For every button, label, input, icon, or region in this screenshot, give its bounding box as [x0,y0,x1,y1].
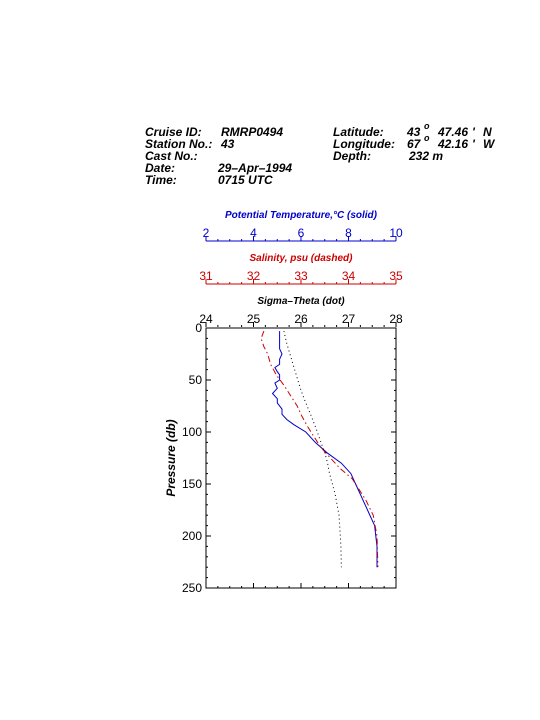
y-tick-label: 250 [182,581,202,595]
temperature-tick-label: 6 [298,226,305,240]
longitude-hemisphere: W [483,137,495,151]
series-layer [260,330,379,568]
y-tick-label: 100 [182,425,202,439]
latitude-degree-symbol: o [424,121,430,131]
longitude-degree-symbol: o [424,133,430,143]
salinity-tick-label: 32 [247,269,261,283]
sigma-tick-label: 25 [247,312,261,326]
sigma-tick-label: 27 [342,312,356,326]
temperature-profile-line [271,331,378,568]
latitude-minute-symbol: ' [472,125,475,139]
sigma-tick-label: 26 [294,312,308,326]
salinity-tick-label: 34 [342,269,356,283]
sigma-tick-label: 28 [389,312,403,326]
depth-value: 232 m [409,149,444,163]
salinity-profile-line [260,330,379,568]
date-label: Date: [145,161,176,175]
y-tick-label: 200 [182,529,202,543]
salinity-tick-label: 31 [199,269,213,283]
sigma-tick-label: 24 [199,312,213,326]
y-tick-label: 150 [182,477,202,491]
y-tick-label: 0 [195,321,202,335]
latitude-degrees: 43 [407,125,421,139]
latitude-hemisphere: N [483,125,492,139]
cruise-id-value: RMRP0494 [221,125,284,139]
salinity-tick-label: 33 [294,269,308,283]
longitude-label: Longitude: [333,137,395,151]
time-label: Time: [145,173,177,187]
cruise-id-label: Cruise ID: [145,125,202,139]
temperature-tick-label: 4 [250,226,257,240]
cast-no-label: Cast No.: [145,149,198,163]
time-value: 0715 UTC [218,173,273,187]
y-tick-label: 50 [189,373,203,387]
latitude-minutes: 47.46 [438,125,469,139]
temperature-tick-label: 2 [203,226,210,240]
temperature-axis-title: Potential Temperature,°C (solid) [225,210,378,221]
temperature-tick-label: 8 [345,226,352,240]
station-no-label: Station No.: [145,137,213,151]
station-no-value: 43 [221,137,235,151]
longitude-degrees: 67 [407,137,421,151]
salinity-axis-title: Salinity, psu (dashed) [250,253,354,264]
salinity-tick-label: 35 [389,269,403,283]
longitude-minute-symbol: ' [472,137,475,151]
y-axis-title: Pressure (db) [164,419,178,496]
depth-label: Depth: [333,149,371,163]
sigma-profile-line [283,330,342,568]
plot-frame [205,327,397,589]
sigma-axis-title: Sigma–Theta (dot) [257,296,345,307]
longitude-minutes: 42.16 [438,137,469,151]
latitude-label: Latitude: [333,125,384,139]
date-value: 29–Apr–1994 [218,161,293,175]
temperature-tick-label: 10 [389,226,403,240]
